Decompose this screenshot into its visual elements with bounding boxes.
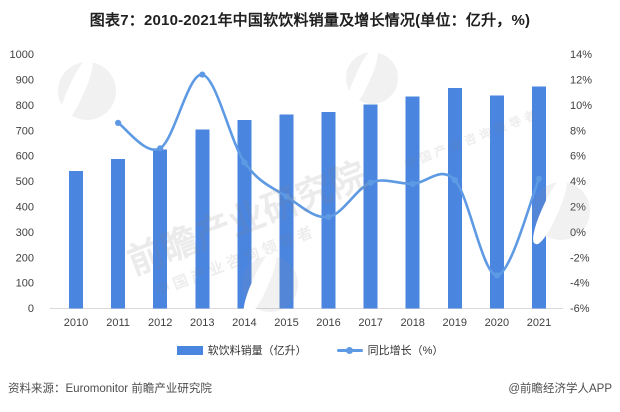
right-axis-tick: -4% — [570, 278, 590, 290]
x-axis-tick: 2010 — [64, 317, 88, 329]
bar-2020 — [489, 95, 504, 309]
bar-2011 — [111, 158, 126, 309]
x-axis-tick: 2015 — [274, 317, 298, 329]
left-axis-tick: 600 — [16, 151, 34, 163]
x-axis-tick: 2021 — [527, 317, 551, 329]
left-axis-tick: 100 — [16, 278, 34, 290]
bar-2014 — [237, 119, 252, 309]
bar-2012 — [153, 149, 168, 309]
bar-2017 — [363, 104, 378, 309]
x-axis-tick: 2019 — [443, 317, 467, 329]
x-axis-tick: 2017 — [358, 317, 382, 329]
growth-marker-2019 — [451, 176, 458, 184]
bar-2010 — [69, 170, 83, 309]
left-axis-tick: 0 — [28, 303, 34, 315]
bar-2021 — [532, 86, 546, 309]
x-axis-tick: 2012 — [148, 317, 172, 329]
right-axis-tick: 2% — [570, 202, 586, 214]
growth-marker-2017 — [367, 179, 374, 186]
x-axis-tick: 2018 — [400, 317, 424, 329]
left-axis-tick: 1000 — [10, 49, 34, 61]
left-axis-tick: 800 — [16, 100, 34, 112]
left-axis-tick: 900 — [16, 75, 34, 87]
left-axis-tick: 500 — [16, 176, 34, 188]
right-axis-tick: 4% — [570, 176, 586, 188]
legend-item-growth: 同比增长（%） — [336, 342, 444, 358]
growth-marker-2011 — [115, 119, 122, 126]
credit-text: @前瞻经济学人APP — [508, 383, 612, 395]
growth-marker-2013 — [199, 71, 206, 78]
line-series-swatch — [336, 346, 363, 355]
right-axis-tick: 14% — [570, 49, 592, 61]
growth-marker-2016 — [325, 213, 332, 220]
bar-series-swatch — [176, 345, 203, 355]
x-axis-tick: 2016 — [316, 317, 340, 329]
x-axis-tick: 2013 — [190, 317, 214, 329]
right-axis-tick: 6% — [570, 151, 586, 163]
bar-2013 — [195, 129, 210, 309]
chart-legend: 软饮料销量（亿升） 同比增长（%） — [0, 342, 620, 358]
growth-marker-2020 — [493, 272, 500, 279]
x-axis-tick: 2011 — [106, 317, 130, 329]
growth-marker-2014 — [241, 159, 248, 166]
left-axis-tick: 200 — [16, 252, 34, 264]
growth-marker-2012 — [157, 145, 164, 152]
legend-item-sales: 软饮料销量（亿升） — [176, 342, 307, 358]
right-axis-tick: -6% — [570, 303, 590, 315]
right-axis-tick: 12% — [570, 75, 592, 87]
bar-2018 — [405, 96, 420, 309]
bar-2016 — [321, 112, 336, 309]
growth-marker-2021 — [535, 175, 543, 182]
x-axis-tick: 2020 — [485, 317, 509, 329]
right-axis-tick: 8% — [570, 125, 586, 137]
bar-2015 — [279, 114, 294, 309]
growth-marker-2015 — [283, 193, 290, 200]
x-axis-tick: 2014 — [232, 317, 256, 329]
left-axis-tick: 300 — [16, 227, 34, 239]
right-axis-tick: -2% — [570, 252, 590, 264]
bar-2019 — [447, 88, 462, 309]
right-axis-tick: 10% — [570, 100, 592, 112]
right-axis-tick: 0% — [570, 227, 586, 239]
growth-marker-2018 — [409, 180, 416, 187]
left-axis-tick: 400 — [16, 202, 34, 214]
legend-label-sales: 软饮料销量（亿升） — [207, 345, 307, 357]
left-axis-tick: 700 — [16, 125, 34, 137]
chart-title: 图表7：2010-2021年中国软饮料销量及增长情况(单位：亿升，%) — [89, 12, 531, 29]
legend-label-growth: 同比增长（%） — [367, 345, 444, 357]
data-source-text: 资料来源：Euromonitor 前瞻产业研究院 — [8, 383, 212, 395]
